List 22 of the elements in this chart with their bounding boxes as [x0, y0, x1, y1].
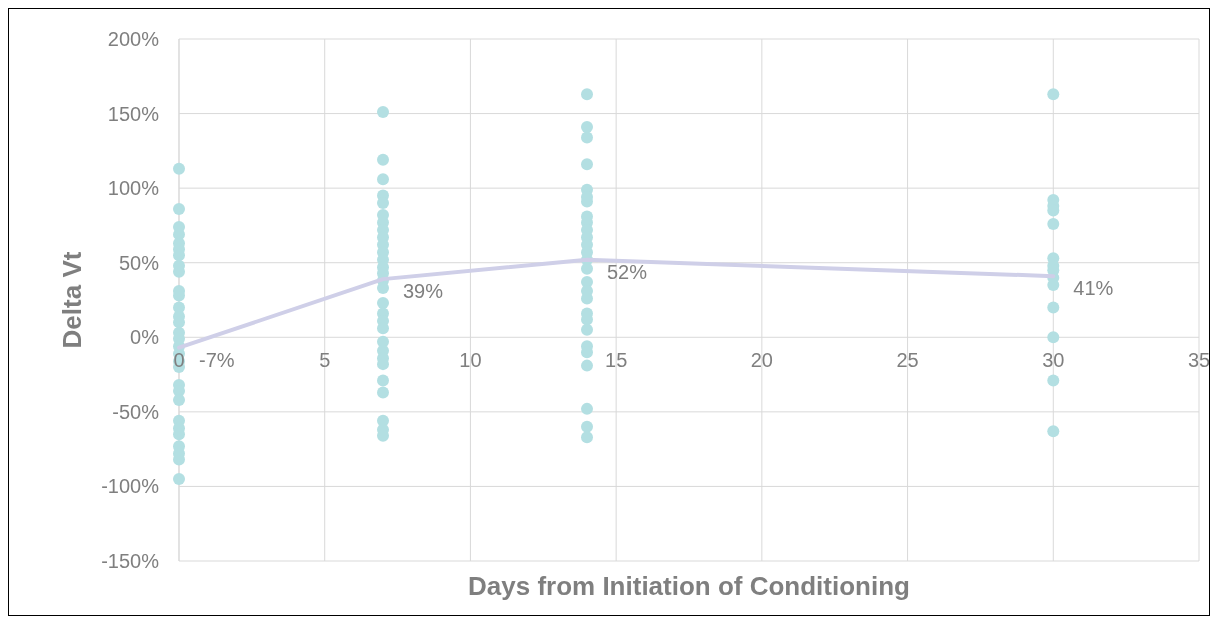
- y-tick-label: 100%: [107, 177, 160, 200]
- x-tick-label: 10: [459, 349, 482, 372]
- x-tick-label: 25: [896, 349, 919, 372]
- y-tick-label: 200%: [107, 28, 160, 50]
- x-tick-label: 20: [750, 349, 773, 372]
- y-tick-label: -50%: [112, 400, 160, 423]
- data-label: 39%: [403, 280, 444, 303]
- y-tick-label: -100%: [101, 475, 160, 498]
- data-label: -7%: [199, 348, 235, 371]
- y-tick-label: -150%: [101, 550, 160, 572]
- x-tick-label: 15: [605, 349, 628, 372]
- x-tick-label: 0: [173, 349, 185, 372]
- data-label: 41%: [1073, 277, 1114, 300]
- y-tick-label: 0%: [130, 326, 160, 349]
- x-tick-label: 30: [1042, 349, 1065, 372]
- y-axis-title: Delta Vt: [57, 251, 87, 349]
- x-axis-title: Days from Initiation of Conditioning: [468, 571, 910, 601]
- data-label: 52%: [607, 260, 648, 283]
- x-tick-label: 5: [319, 349, 331, 372]
- y-tick-label: 50%: [118, 251, 160, 274]
- y-tick-label: 150%: [107, 102, 160, 125]
- x-tick-label: 35: [1187, 349, 1211, 372]
